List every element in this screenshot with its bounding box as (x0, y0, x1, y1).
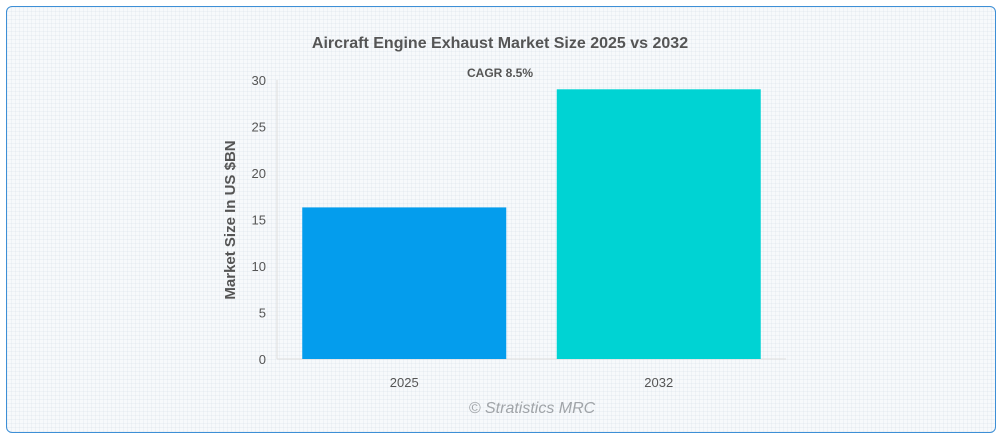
y-tick-label: 30 (252, 73, 266, 88)
x-tick-label: 2032 (644, 375, 673, 390)
y-tick-label: 10 (252, 259, 266, 274)
y-tick-label: 15 (252, 213, 266, 228)
y-axis-ticks: 0 5 10 15 20 25 30 (252, 73, 266, 367)
chart-title: Aircraft Engine Exhaust Market Size 2025… (312, 35, 688, 52)
bar-2025[interactable] (302, 207, 507, 359)
y-tick-label: 25 (252, 120, 266, 135)
y-axis-label: Market Size In US $BN (222, 140, 239, 299)
watermark: © Stratistics MRC (469, 400, 596, 417)
y-tick-label: 20 (252, 166, 266, 181)
x-axis-ticks: 2025 2032 (390, 375, 673, 390)
x-tick-label: 2025 (390, 375, 419, 390)
bars (302, 89, 761, 360)
y-tick-label: 5 (259, 306, 266, 321)
y-tick-label: 0 (259, 352, 266, 367)
bar-2032[interactable] (556, 89, 761, 360)
chart-subtitle: CAGR 8.5% (467, 66, 533, 80)
